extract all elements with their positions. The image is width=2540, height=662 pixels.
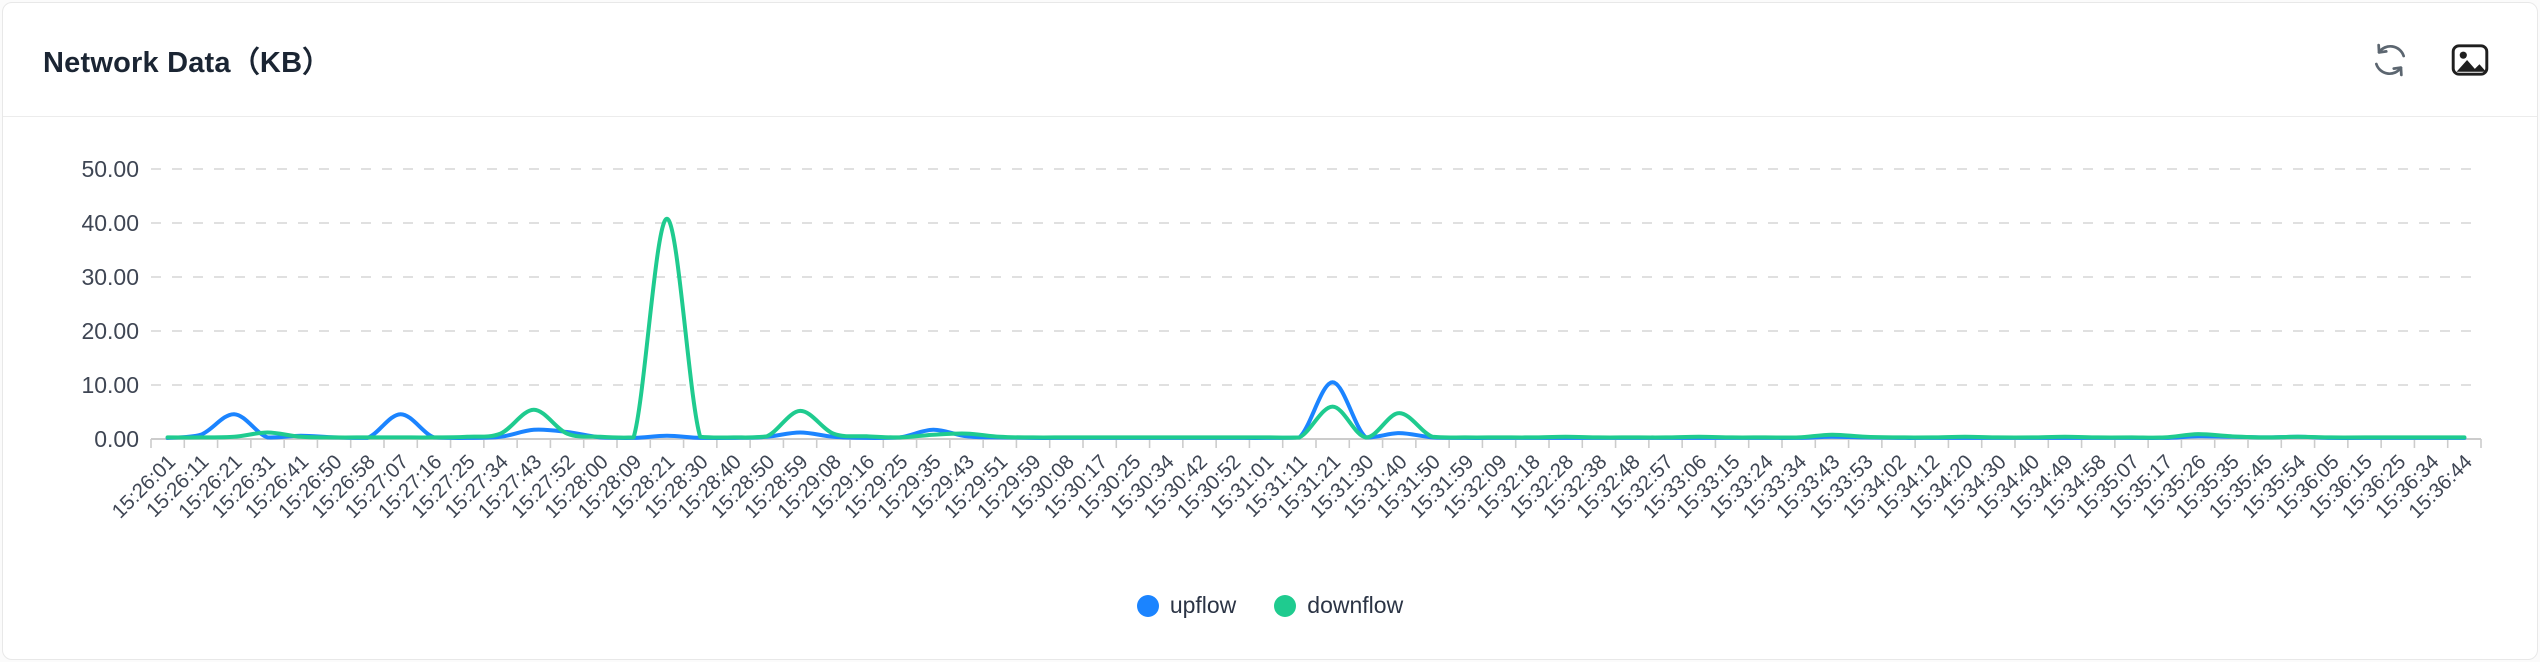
series-line-upflow xyxy=(165,380,2467,440)
y-axis-label: 10.00 xyxy=(81,372,139,398)
chart-legend: upflow downflow xyxy=(3,592,2537,619)
card-actions xyxy=(2369,39,2491,81)
y-axis-label: 20.00 xyxy=(81,318,139,344)
y-axis-label: 50.00 xyxy=(81,156,139,182)
network-chart: 0.00 10.00 20.00 30.00 40.00 50.00 15:26:01 15:… xyxy=(3,117,2537,619)
card-header: Network Data（KB） xyxy=(3,3,2537,117)
y-axis-label: 0.00 xyxy=(94,426,139,452)
page-title: Network Data（KB） xyxy=(43,46,332,79)
y-axis-label: 40.00 xyxy=(81,210,139,236)
legend-item-downflow[interactable]: downflow xyxy=(1274,592,1403,619)
series-line-downflow xyxy=(165,216,2467,440)
legend-label-downflow: downflow xyxy=(1307,592,1404,618)
refresh-icon xyxy=(2374,43,2406,76)
legend-item-upflow[interactable]: upflow xyxy=(1136,592,1237,619)
legend-label-upflow: upflow xyxy=(1169,592,1237,618)
image-icon xyxy=(2451,43,2489,76)
line-chart-canvas: 0.0010.0020.0030.0040.0050.0015:26:0115:… xyxy=(81,156,2482,523)
y-axis-label: 30.00 xyxy=(81,264,139,290)
save-image-button[interactable] xyxy=(2449,39,2491,81)
upflow-legend-dot xyxy=(1136,594,1159,617)
downflow-legend-dot xyxy=(1274,594,1297,617)
refresh-button[interactable] xyxy=(2369,39,2411,81)
